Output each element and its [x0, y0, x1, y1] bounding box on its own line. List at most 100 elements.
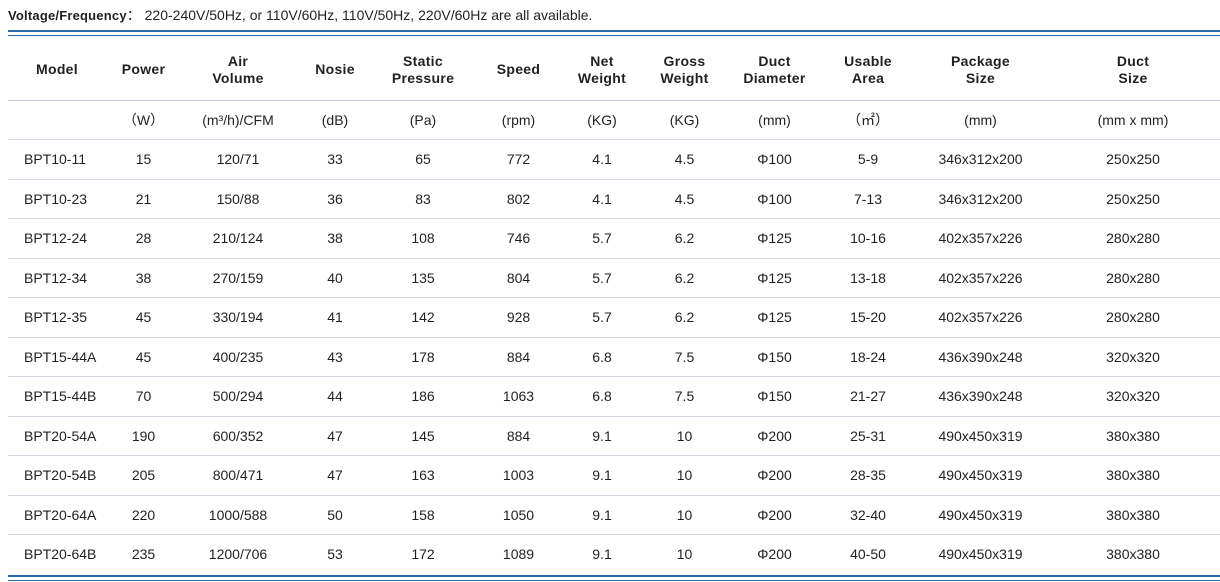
cell-air-volume: 210/124: [178, 218, 298, 259]
cell-net-weight: 9.1: [592, 546, 612, 563]
col-header-gross-weight: Gross Weight: [641, 39, 728, 101]
cell-net-weight: 5.7: [563, 258, 641, 298]
cell-gross-weight: 6.2: [641, 218, 728, 259]
unit-duct-size: (mm x mm): [1046, 100, 1220, 140]
cell-noise: 50: [298, 495, 372, 535]
cell-net-weight: 9.1: [563, 455, 641, 496]
cell-package-size: 490x450x319: [915, 495, 1046, 535]
cell-air-volume: 270/159: [178, 258, 298, 298]
col-header-usable-area: Usable Area: [821, 39, 915, 101]
cell-duct-diameter: Φ100: [728, 139, 821, 180]
cell-gross-weight: 6.2: [641, 297, 728, 338]
cell-noise: 47: [298, 416, 372, 456]
cell-air-volume: 500/294: [178, 376, 298, 417]
cell-net-weight: 9.1: [563, 416, 641, 456]
cell-gross-weight: 7.5: [641, 376, 728, 417]
cell-duct-diameter: Φ125: [728, 258, 821, 298]
cell-air-volume: 1000/588: [178, 495, 298, 535]
cell-static-pressure: 135: [372, 258, 474, 298]
cell-speed: 884: [474, 337, 563, 377]
cell-speed: 1063: [474, 376, 563, 417]
col-header-power: Power: [109, 39, 178, 101]
cell-speed: 1050: [474, 495, 563, 535]
cell-static-pressure: 158: [372, 495, 474, 535]
col-header-package-size: Package Size: [915, 39, 1046, 101]
unit-speed: (rpm): [474, 100, 563, 140]
table-row: BPT10-23 21 150/88 36 83 802 4.1 4.5 Φ100 7-13 346…: [8, 179, 1220, 219]
col-header-model: Model: [8, 39, 109, 101]
cell-duct-size: 380x380: [1046, 455, 1220, 496]
cell-speed: 804: [474, 258, 563, 298]
unit-air-volume: (m³/h)/CFM: [178, 100, 298, 140]
spec-table: Model Power Air Volume Nosie Static Pressu…: [8, 39, 1220, 574]
col-header-duct-size: Duct Size: [1046, 39, 1220, 101]
cell-duct-diameter: Φ125: [728, 218, 821, 259]
top-rule-thin: [8, 35, 1220, 36]
cell-usable-area: 7-13: [821, 179, 915, 219]
unit-duct-diameter: (mm): [728, 100, 821, 140]
cell-gross-weight: 10: [641, 455, 728, 496]
cell-usable-area: 15-20: [821, 297, 915, 338]
cell-speed: 1089: [502, 546, 535, 563]
table-row: BPT20-64A 220 1000/588 50 158 1050 9.1 10 Φ200 32…: [8, 495, 1220, 535]
cell-model: BPT10-11: [8, 139, 109, 180]
cell-noise: 43: [298, 337, 372, 377]
cell-model: BPT20-64A: [8, 495, 109, 535]
cell-package-size: 490x450x319: [915, 416, 1046, 456]
cell-net-weight: 4.1: [563, 139, 641, 180]
cell-net-weight: 6.8: [563, 337, 641, 377]
cell-static-pressure: 142: [372, 297, 474, 338]
cell-model: BPT20-54A: [8, 416, 109, 456]
bottom-rule-thick: [8, 575, 1220, 577]
cell-noise: 44: [298, 376, 372, 417]
cell-air-volume: 600/352: [178, 416, 298, 456]
cell-model: BPT10-23: [8, 179, 109, 219]
unit-usable-area: （㎡）: [821, 100, 915, 140]
unit-static-pressure: (Pa): [372, 100, 474, 140]
cell-speed: 802: [474, 179, 563, 219]
cell-model: BPT12-24: [8, 218, 109, 259]
cell-power: 15: [109, 139, 178, 180]
cell-static-pressure: 83: [372, 179, 474, 219]
voltage-separator: ：: [126, 7, 141, 23]
cell-air-volume: 800/471: [178, 455, 298, 496]
table-row: BPT15-44A 45 400/235 43 178 884 6.8 7.5 Φ150 18-2…: [8, 337, 1220, 377]
cell-model: BPT20-64B: [24, 546, 97, 563]
cell-speed: 746: [474, 218, 563, 259]
cell-duct-diameter: Φ125: [728, 297, 821, 338]
cell-duct-size: 380x380: [1046, 416, 1220, 456]
cell-package-size: 346x312x200: [915, 179, 1046, 219]
unit-noise: (dB): [298, 100, 372, 140]
cell-static-pressure: 163: [372, 455, 474, 496]
col-header-duct-diameter: Duct Diameter: [728, 39, 821, 101]
voltage-text: 220-240V/50Hz, or 110V/60Hz, 110V/50Hz, …: [144, 7, 593, 23]
cell-power: 205: [109, 455, 178, 496]
cell-duct-size: 320x320: [1046, 337, 1220, 377]
cell-power: 70: [109, 376, 178, 417]
cell-model: BPT15-44A: [8, 337, 109, 377]
cell-duct-diameter: Φ150: [728, 337, 821, 377]
col-header-noise: Nosie: [298, 39, 372, 101]
cell-package-size: 402x357x226: [915, 218, 1046, 259]
cell-duct-size: 280x280: [1046, 297, 1220, 338]
voltage-label: Voltage/Frequency: [8, 8, 127, 23]
cell-duct-size: 280x280: [1046, 218, 1220, 259]
cell-package-size: 436x390x248: [915, 337, 1046, 377]
cell-duct-diameter: Φ200: [728, 455, 821, 496]
cell-net-weight: 5.7: [563, 297, 641, 338]
table-row: BPT10-11 15 120/71 33 65 772 4.1 4.5 Φ100 5-9 346x…: [8, 139, 1220, 180]
cell-speed: 772: [474, 139, 563, 180]
cell-package-size: 490x450x319: [938, 546, 1023, 563]
cell-air-volume: 330/194: [178, 297, 298, 338]
cell-static-pressure: 108: [372, 218, 474, 259]
cell-static-pressure: 186: [372, 376, 474, 417]
unit-power: （W）: [109, 100, 178, 140]
cell-gross-weight: 10: [641, 495, 728, 535]
cell-usable-area: 32-40: [821, 495, 915, 535]
col-header-net-weight: Net Weight: [563, 39, 641, 101]
voltage-frequency-note: Voltage/Frequency： 220-240V/50Hz, or 110…: [8, 5, 592, 25]
cell-gross-weight: 4.5: [641, 139, 728, 180]
table-row: BPT12-35 45 330/194 41 142 928 5.7 6.2 Φ125 15-20…: [8, 297, 1220, 338]
cell-package-size: 436x390x248: [915, 376, 1046, 417]
cell-gross-weight: 6.2: [641, 258, 728, 298]
